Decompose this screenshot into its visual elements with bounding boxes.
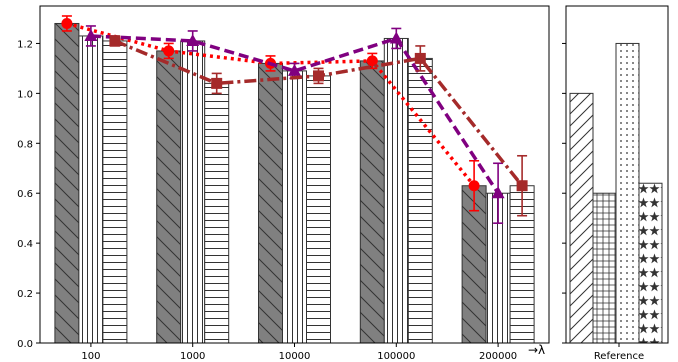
x-tick-label: 200000 <box>479 351 517 362</box>
bar-horizontal <box>102 40 128 344</box>
marker-circle <box>163 45 175 57</box>
reference-plot: Reference <box>562 5 669 362</box>
x-tick-label: 100000 <box>377 351 415 362</box>
bar-group <box>54 22 535 344</box>
series-line-triangle <box>90 34 500 195</box>
y-tick-label: 1.2 <box>17 39 33 50</box>
reference-axes-frame <box>565 5 669 344</box>
marker-triangle <box>186 33 200 46</box>
axes: 0.0 0.2 0.4 0.6 0.8 1.0 1.2 100 1000 10000 100000 2… <box>17 5 550 362</box>
bar-vertical <box>78 35 104 344</box>
y-tick-label: 0.6 <box>17 189 33 200</box>
marker-square <box>211 77 223 89</box>
bar-vertical <box>383 37 409 344</box>
bar-vertical <box>180 40 206 344</box>
reference-bar-forward <box>569 92 594 344</box>
y-tick-label: 0.2 <box>17 289 33 300</box>
x-axis-label: →λ <box>528 343 545 357</box>
line-group <box>61 15 528 224</box>
reference-bar-stars <box>638 182 663 344</box>
y-tick-label: 1.0 <box>17 89 33 100</box>
y-tick-label: 0.0 <box>17 339 33 350</box>
bar-horizontal <box>407 57 433 344</box>
main-plot: 0.0 0.2 0.4 0.6 0.8 1.0 1.2 100 1000 10000 100000 2… <box>17 5 550 362</box>
y-tick-label: 0.4 <box>17 239 33 250</box>
bar-backslash <box>258 62 283 344</box>
reference-x-tick-label: Reference <box>594 351 644 362</box>
bar-backslash <box>156 50 182 344</box>
marker-square <box>109 35 121 47</box>
bar-backslash <box>54 22 80 344</box>
marker-square <box>414 52 426 64</box>
marker-triangle <box>84 28 98 41</box>
marker-triangle <box>389 31 403 44</box>
bar-backslash <box>359 60 385 344</box>
reference-bar-dots <box>615 42 640 344</box>
marker-square <box>516 180 528 192</box>
reference-axes: Reference <box>562 5 669 362</box>
marker-square <box>313 70 324 82</box>
bar-vertical <box>282 70 307 344</box>
reference-bar-group <box>569 42 663 344</box>
marker-triangle <box>491 186 505 199</box>
bar-horizontal <box>204 82 230 344</box>
marker-triangle <box>288 63 301 76</box>
marker-circle <box>468 180 480 192</box>
marker-circle <box>61 17 73 29</box>
y-tick-label: 0.8 <box>17 139 33 150</box>
x-tick-label: 100 <box>81 351 100 362</box>
x-tick-label: 10000 <box>279 351 311 362</box>
series-line-circle <box>66 21 476 187</box>
x-tick-label: 1000 <box>180 351 205 362</box>
bar-horizontal <box>306 75 331 344</box>
marker-circle <box>366 55 378 67</box>
reference-bar-grid <box>592 192 617 344</box>
